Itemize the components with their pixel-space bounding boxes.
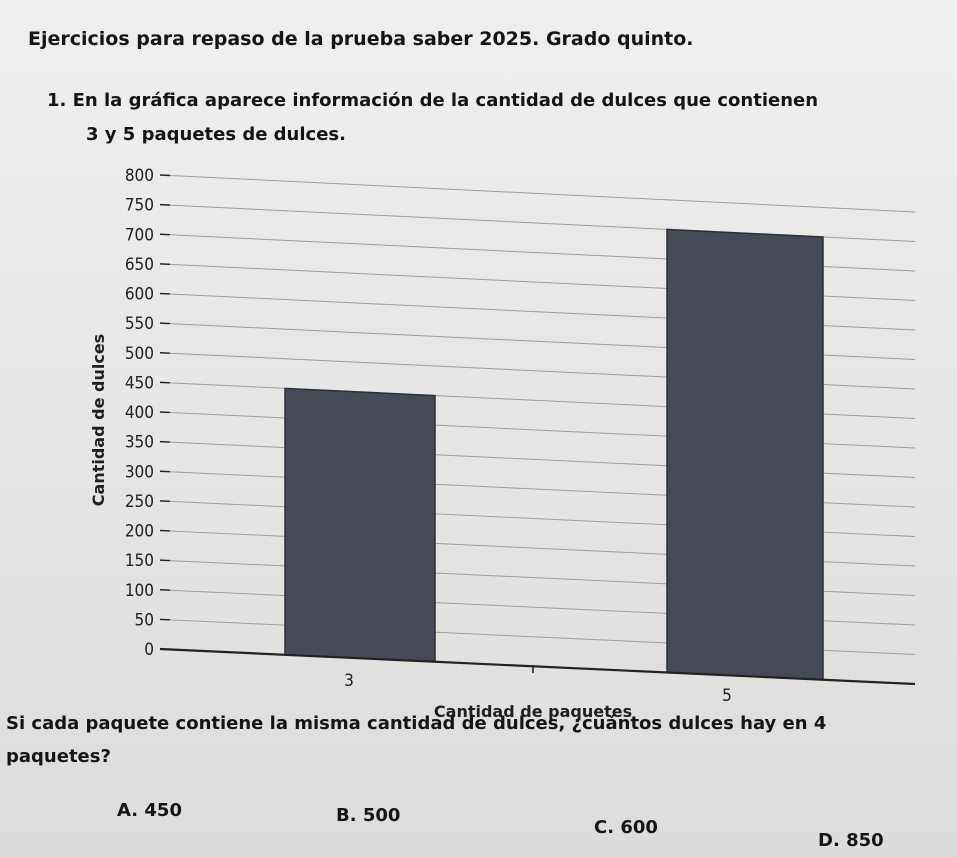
- bar-3: [284, 387, 436, 663]
- y-tick-label: 350: [125, 433, 154, 453]
- question-text-line-2: 3 y 5 paquetes de dulces.: [86, 124, 346, 145]
- option-d[interactable]: D. 850: [818, 830, 884, 851]
- option-d-value: 850: [846, 830, 884, 851]
- follow-up-question-line-1: Si cada paquete contiene la misma cantid…: [6, 713, 827, 734]
- y-tick-label: 50: [135, 610, 154, 630]
- y-tick-label: 200: [125, 522, 154, 542]
- y-tick-label: 650: [125, 255, 154, 275]
- x-tick-label: 5: [722, 686, 732, 706]
- y-tick-label: 400: [125, 403, 154, 423]
- y-tick-label: 550: [125, 314, 154, 334]
- y-tick-label: 450: [125, 373, 154, 393]
- question-text-line-1: 1. En la gráfica aparece información de …: [47, 90, 819, 111]
- follow-up-question-line-2: paquetes?: [6, 746, 111, 767]
- option-a-value: 450: [144, 800, 182, 821]
- y-tick-label: 250: [125, 492, 154, 512]
- option-b-value: 500: [362, 805, 401, 826]
- x-axis-line: [159, 647, 916, 686]
- option-c-value: 600: [620, 817, 658, 838]
- y-tick-label: 300: [125, 462, 154, 482]
- chart-bars: [284, 228, 824, 681]
- option-a-letter: A.: [117, 800, 139, 821]
- y-tick-label: 800: [125, 166, 154, 186]
- y-tick-label: 150: [125, 551, 154, 571]
- y-tick-label: 0: [144, 640, 154, 660]
- y-axis-ticks: 0 50 100 150 200 250 300 350 400 450 500 550 600 650 7…: [125, 166, 171, 660]
- gridline: [169, 174, 916, 213]
- x-tick-label: 3: [344, 671, 354, 691]
- option-c-letter: C.: [594, 817, 615, 838]
- y-tick-label: 100: [125, 581, 154, 601]
- y-tick-label: 500: [125, 344, 154, 364]
- option-d-letter: D.: [818, 830, 840, 851]
- option-c[interactable]: C. 600: [594, 817, 658, 838]
- y-tick-label: 600: [125, 285, 154, 305]
- worksheet-title: Ejercicios para repaso de la prueba sabe…: [28, 28, 694, 50]
- y-tick-label: 700: [125, 225, 154, 245]
- option-a[interactable]: A. 450: [117, 800, 182, 821]
- y-axis-label: Cantidad de dulces: [89, 334, 108, 506]
- bar-5: [666, 228, 824, 681]
- option-b[interactable]: B. 500: [336, 805, 400, 826]
- option-b-letter: B.: [336, 805, 357, 826]
- y-tick-label: 750: [125, 196, 154, 216]
- x-axis-ticks: 35: [344, 671, 732, 706]
- x-axis-label: Cantidad de paquetes: [434, 702, 632, 721]
